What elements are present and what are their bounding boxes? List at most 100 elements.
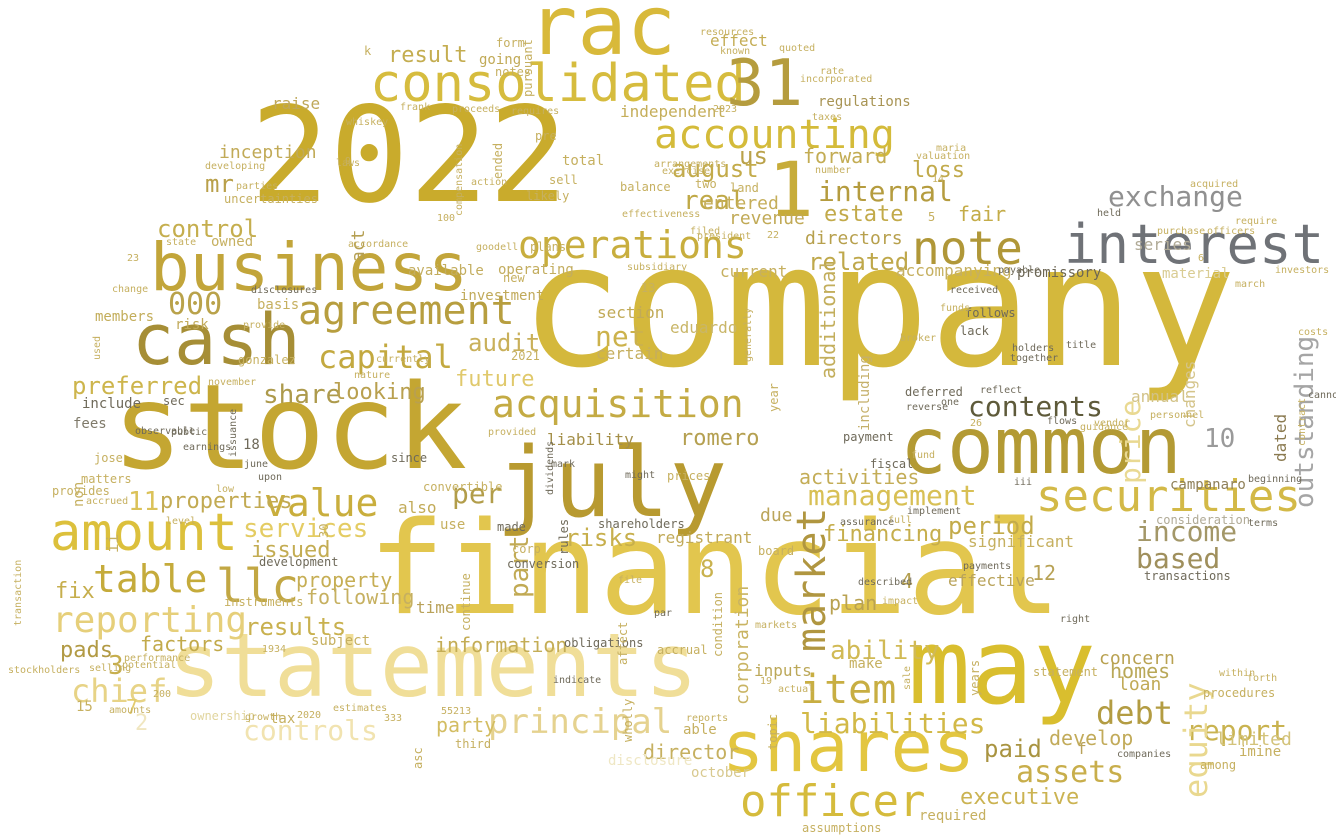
cloud-word-frank: frank [400, 102, 431, 113]
cloud-word-significant: significant [968, 532, 1074, 551]
cloud-word-risks: risks [565, 524, 638, 552]
cloud-word-gonzalez: gonzalez [238, 353, 296, 367]
cloud-word-topic: topic [766, 714, 780, 751]
cloud-word-investment: investment [460, 288, 545, 304]
cloud-word-selling: selling [89, 663, 132, 674]
cloud-word-title: title [1066, 340, 1097, 351]
cloud-word-stockholders: stockholders [8, 665, 81, 676]
cloud-word-period: period [948, 512, 1035, 540]
cloud-word-contents: contents [968, 390, 1103, 423]
cloud-word-future: future [455, 367, 535, 392]
cloud-word-issuance: issuance [228, 408, 239, 457]
cloud-word-accounting: accounting [654, 112, 895, 158]
cloud-word-par: par [654, 608, 673, 619]
cloud-word-iii: iii [1014, 477, 1033, 488]
cloud-word-one: one [941, 397, 960, 408]
cloud-word-assets: assets [1016, 755, 1125, 790]
cloud-word-together: together [1010, 353, 1059, 364]
cloud-word-fees: fees [73, 416, 107, 432]
cloud-word-forward: forward [803, 144, 888, 168]
cloud-word-performance: performance [124, 653, 191, 664]
cloud-word-agreement: agreement [298, 288, 515, 334]
cloud-word-plans: plans [530, 240, 567, 254]
cloud-word-executive: executive [960, 785, 1080, 810]
cloud-word-chief: chief [71, 672, 168, 710]
cloud-word-based: based [1136, 542, 1221, 575]
cloud-word-develop: develop [1049, 726, 1134, 750]
cloud-word-following: following [306, 585, 415, 609]
cloud-word-full: full [888, 515, 913, 526]
cloud-word-rate: rate [820, 66, 845, 77]
cloud-word-personnel: personnel [1150, 410, 1205, 421]
cloud-word-5: 5 [928, 210, 936, 224]
cloud-word-2020: 2020 [297, 710, 322, 721]
cloud-word-imine: imine [1239, 744, 1282, 760]
cloud-word-loan: loan [1118, 674, 1162, 695]
cloud-word-stock: stock [112, 358, 468, 496]
cloud-word-operations: operations [518, 223, 747, 267]
cloud-word-deferred: deferred [905, 385, 963, 399]
cloud-word-business: business [150, 229, 468, 306]
cloud-word-two: two [695, 177, 717, 191]
cloud-word-consideration: consideration [1156, 513, 1250, 527]
cloud-word-us: us [739, 142, 768, 170]
cloud-word-ownership: ownership [190, 709, 256, 723]
cloud-word-k: k [364, 44, 372, 58]
cloud-word-arrangements: arrangements [654, 159, 727, 170]
cloud-word-capital: capital [318, 338, 453, 376]
cloud-word-common: common [900, 402, 1182, 492]
cloud-word-officer: officer [740, 776, 926, 827]
cloud-word-costs: costs [1298, 327, 1329, 338]
cloud-word-since: since [391, 451, 428, 465]
cloud-word-total: total [562, 153, 605, 169]
cloud-word-inputs: inputs [754, 661, 812, 680]
cloud-word-low: low [216, 484, 235, 495]
cloud-word-provide: provide [243, 320, 286, 331]
cloud-word-properties: properties [160, 489, 293, 514]
cloud-word-1934: 1934 [262, 644, 287, 655]
cloud-word-series: series [1134, 235, 1192, 254]
cloud-word-investors: investors [1275, 265, 1330, 276]
cloud-word-file: file [618, 575, 643, 586]
cloud-word-obligations: obligations [564, 636, 644, 650]
cloud-word-contract: contract [1297, 397, 1308, 446]
cloud-word-action: action [471, 177, 508, 188]
cloud-word-basis: basis [257, 297, 300, 313]
cloud-word-dated: dated [1271, 413, 1290, 462]
cloud-word-broker: broker [900, 333, 937, 344]
cloud-word-made: made [497, 520, 526, 534]
cloud-word-holders: holders [1012, 343, 1055, 354]
cloud-word-observable: observable [135, 426, 196, 437]
cloud-word-financial: financial [368, 495, 1062, 644]
cloud-word-subject: subject [311, 633, 371, 649]
cloud-word-share: share [263, 380, 342, 410]
cloud-word-assumptions: assumptions [802, 821, 882, 835]
cloud-word-notes: notes [495, 65, 532, 79]
cloud-word-principal: principal [488, 702, 673, 742]
cloud-word-shareholders: shareholders [598, 517, 685, 531]
cloud-word-200: 200 [153, 689, 172, 700]
cloud-word-financing: financing [823, 522, 943, 547]
cloud-word-rules: rules [557, 519, 571, 556]
cloud-word-fund: fund [911, 450, 936, 461]
cloud-word-potential: potential [122, 660, 177, 671]
cloud-word-compensation: compensation [454, 143, 465, 216]
cloud-word-estate: estate [824, 202, 904, 227]
cloud-word-upon: upon [258, 472, 283, 483]
cloud-word-used: used [92, 335, 103, 360]
cloud-word-among: among [1200, 758, 1237, 772]
cloud-word-31: 31 [726, 47, 804, 121]
cloud-word-convertible: convertible [423, 480, 503, 494]
cloud-word-consolidated: consolidated [370, 54, 746, 114]
cloud-word-acquisition: acquisition [492, 382, 744, 426]
cloud-word-homes: homes [1110, 659, 1171, 683]
cloud-word-might: might [625, 470, 656, 481]
cloud-word-terms: terms [1248, 518, 1279, 529]
cloud-word-table: table [93, 557, 208, 601]
cloud-word-mark: mark [551, 459, 576, 470]
cloud-word-debt: debt [1096, 694, 1174, 732]
cloud-word-additional: additional [816, 258, 840, 379]
cloud-word-tax: tax [270, 711, 296, 727]
cloud-word-annual: annual [1131, 387, 1189, 406]
cloud-word-accrual: accrual [657, 643, 708, 657]
